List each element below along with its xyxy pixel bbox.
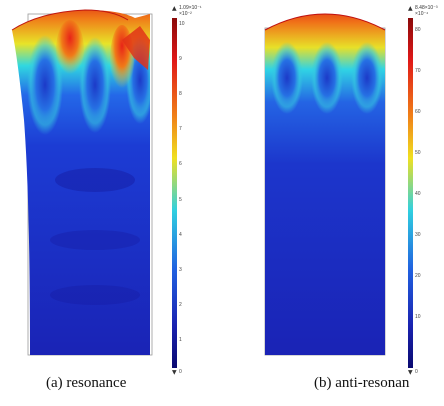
resonance-field-plot — [11, 9, 153, 356]
colorbar-a-tick: 7 — [179, 126, 182, 132]
deformed-top-edge — [11, 9, 129, 31]
colorbar-b-max-label: 8.48×10⁻³ — [415, 5, 438, 11]
colorbar-a-tick: 5 — [179, 197, 182, 203]
colorbar-a-tick: 10 — [179, 21, 185, 27]
colorbar-b-tick: 50 — [415, 150, 421, 156]
colorbar-b-tick: 40 — [415, 191, 421, 197]
colorbar-b: ▲ 8.48×10⁻³ ×10⁻⁴ 80 70 60 50 40 30 20 1… — [408, 4, 444, 376]
colorbar-b-min-label: 0 — [415, 369, 418, 375]
panel-a — [0, 0, 170, 365]
colorbar-a-tick: 9 — [179, 56, 182, 62]
colorbar-a-max-label: 1.09×10⁻¹ — [179, 5, 202, 11]
colorbar-b-tick: 80 — [415, 27, 421, 33]
colorbar-b-tick: 20 — [415, 273, 421, 279]
anti-resonance-field-plot — [264, 13, 386, 356]
min-marker-b: ▼ — [408, 369, 413, 376]
colorbar-b-tick: 70 — [415, 68, 421, 74]
colorbar-a-tick: 3 — [179, 267, 182, 273]
colorbar-a: ▲ 1.09×10⁻¹ ×10⁻² 10 9 8 7 6 5 4 3 2 1 ▼ — [172, 4, 212, 376]
caption-a: (a) resonance — [46, 375, 127, 391]
colorbar-a-tick: 8 — [179, 91, 182, 97]
colorbar-a-tick: 4 — [179, 232, 182, 238]
colorbar-a-tick: 2 — [179, 302, 182, 308]
colorbar-a-tick: 6 — [179, 161, 182, 167]
colorbar-a-scale-label: ×10⁻² — [179, 11, 192, 17]
colorbar-b-scale-label: ×10⁻⁴ — [415, 11, 429, 17]
panel-b — [255, 0, 405, 365]
colorbar-b-tick: 60 — [415, 109, 421, 115]
colorbar-b-gradient — [408, 18, 413, 368]
colorbar-a-min-label: 0 — [179, 369, 182, 375]
deformed-top-edge — [264, 13, 386, 31]
caption-b: (b) anti-resonan — [314, 375, 410, 391]
max-marker-b: ▲ — [408, 5, 413, 12]
max-marker-a: ▲ — [172, 5, 177, 12]
colorbar-a-tick: 1 — [179, 337, 182, 343]
colorbar-b-tick: 10 — [415, 314, 421, 320]
colorbar-b-tick: 30 — [415, 232, 421, 238]
min-marker-a: ▼ — [172, 369, 177, 376]
colorbar-a-gradient — [172, 18, 177, 368]
